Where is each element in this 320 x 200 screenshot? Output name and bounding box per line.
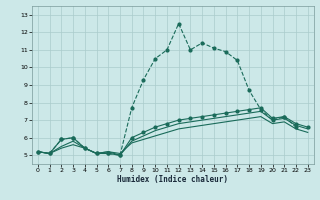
X-axis label: Humidex (Indice chaleur): Humidex (Indice chaleur) [117, 175, 228, 184]
